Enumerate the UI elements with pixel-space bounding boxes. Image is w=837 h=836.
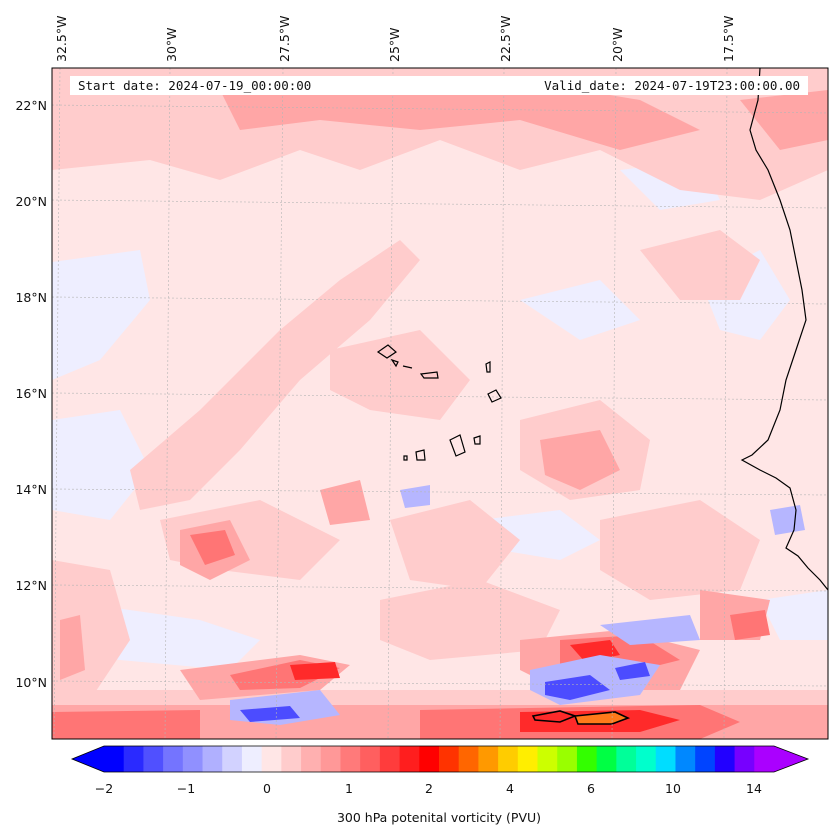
lon-label: 32.5°W xyxy=(54,16,69,62)
colorbar-segment xyxy=(399,746,420,772)
colorbar-tick-label: 1 xyxy=(345,781,353,796)
colorbar-segment xyxy=(419,746,440,772)
contour-line xyxy=(531,710,578,723)
colorbar-segment xyxy=(301,746,322,772)
colorbar-segment xyxy=(222,746,243,772)
gridlines xyxy=(52,68,828,739)
header-box xyxy=(70,76,808,95)
colorbar-segment xyxy=(695,746,716,772)
colorbar-segment xyxy=(596,746,617,772)
colorbar-segment xyxy=(123,746,144,772)
colorbar-segment xyxy=(163,746,184,772)
colorbar-tick-label: −1 xyxy=(177,781,195,796)
colorbar-tick-label: −2 xyxy=(95,781,113,796)
latitude-labels: 22°N 20°N 18°N 16°N 14°N 12°N 10°N xyxy=(15,98,47,690)
colorbar-segment xyxy=(517,746,539,772)
colorbar-tick-label: 2 xyxy=(425,781,433,796)
colorbar-segment xyxy=(714,746,736,772)
lat-label: 12°N xyxy=(15,578,47,593)
orange-pv-core xyxy=(573,711,631,725)
colorbar-segment xyxy=(754,746,775,772)
colorbar-segment xyxy=(360,746,381,772)
lon-label: 25°W xyxy=(387,27,402,62)
colorbar-segment xyxy=(340,746,361,772)
cape-verde-islands xyxy=(376,344,502,461)
colorbar-outline xyxy=(70,745,810,773)
lat-label: 14°N xyxy=(15,482,47,497)
lat-label: 20°N xyxy=(15,194,47,209)
lat-label: 16°N xyxy=(15,386,47,401)
colorbar-segment xyxy=(104,746,125,772)
colorbar-ticks: −2 −1 0 1 2 4 6 10 14 xyxy=(95,781,762,796)
lat-label: 10°N xyxy=(15,675,47,690)
colorbar-segment xyxy=(655,746,676,772)
colorbar-title: 300 hPa potenital vorticity (PVU) xyxy=(337,810,541,825)
colorbar-segment xyxy=(261,746,282,772)
lon-label: 27.5°W xyxy=(277,16,292,62)
colorbar-tick-label: 10 xyxy=(665,781,681,796)
colorbar-extend-min xyxy=(72,746,104,772)
start-date-label: Start date: 2024-07-19_00:00:00 xyxy=(78,78,311,93)
lon-label: 20°W xyxy=(610,27,625,62)
colorbar-segment xyxy=(734,746,755,772)
colorbar-segment xyxy=(281,746,302,772)
deep-blue-contours xyxy=(240,662,650,722)
colorbar-segment xyxy=(439,746,460,772)
longitude-labels: 32.5°W 30°W 27.5°W 25°W 22.5°W 20°W 17.5… xyxy=(54,16,736,62)
colorbar-segment xyxy=(478,746,499,772)
map-panel xyxy=(52,68,828,739)
colorbar-segment xyxy=(241,746,263,772)
lat-label: 22°N xyxy=(15,98,47,113)
colorbar-segment xyxy=(143,746,164,772)
colorbar-segment xyxy=(576,746,598,772)
colorbar-segment xyxy=(182,746,204,772)
colorbar-segment xyxy=(458,746,479,772)
map-frame xyxy=(51,67,829,740)
lat-label: 18°N xyxy=(15,290,47,305)
colorbar-segment xyxy=(616,746,637,772)
valid-date-label: Valid_date: 2024-07-19T23:00:00.00 xyxy=(544,78,800,93)
colorbar-segment xyxy=(379,746,401,772)
colorbar-segment xyxy=(320,746,341,772)
colorbar xyxy=(70,745,810,773)
colorbar-segment xyxy=(498,746,519,772)
colorbar-extend-max xyxy=(774,746,808,772)
africa-coastline xyxy=(740,68,828,591)
colorbar-segment xyxy=(557,746,578,772)
colorbar-segment xyxy=(202,746,223,772)
colorbar-tick-label: 14 xyxy=(746,781,762,796)
colorbar-tick-label: 4 xyxy=(506,781,514,796)
colorbar-segment xyxy=(537,746,558,772)
colorbar-segment xyxy=(675,746,696,772)
lon-label: 30°W xyxy=(164,27,179,62)
lon-label: 22.5°W xyxy=(498,16,513,62)
lon-label: 17.5°W xyxy=(721,16,736,62)
colorbar-tick-label: 6 xyxy=(587,781,595,796)
colorbar-tick-label: 0 xyxy=(263,781,271,796)
colorbar-segment xyxy=(636,746,657,772)
